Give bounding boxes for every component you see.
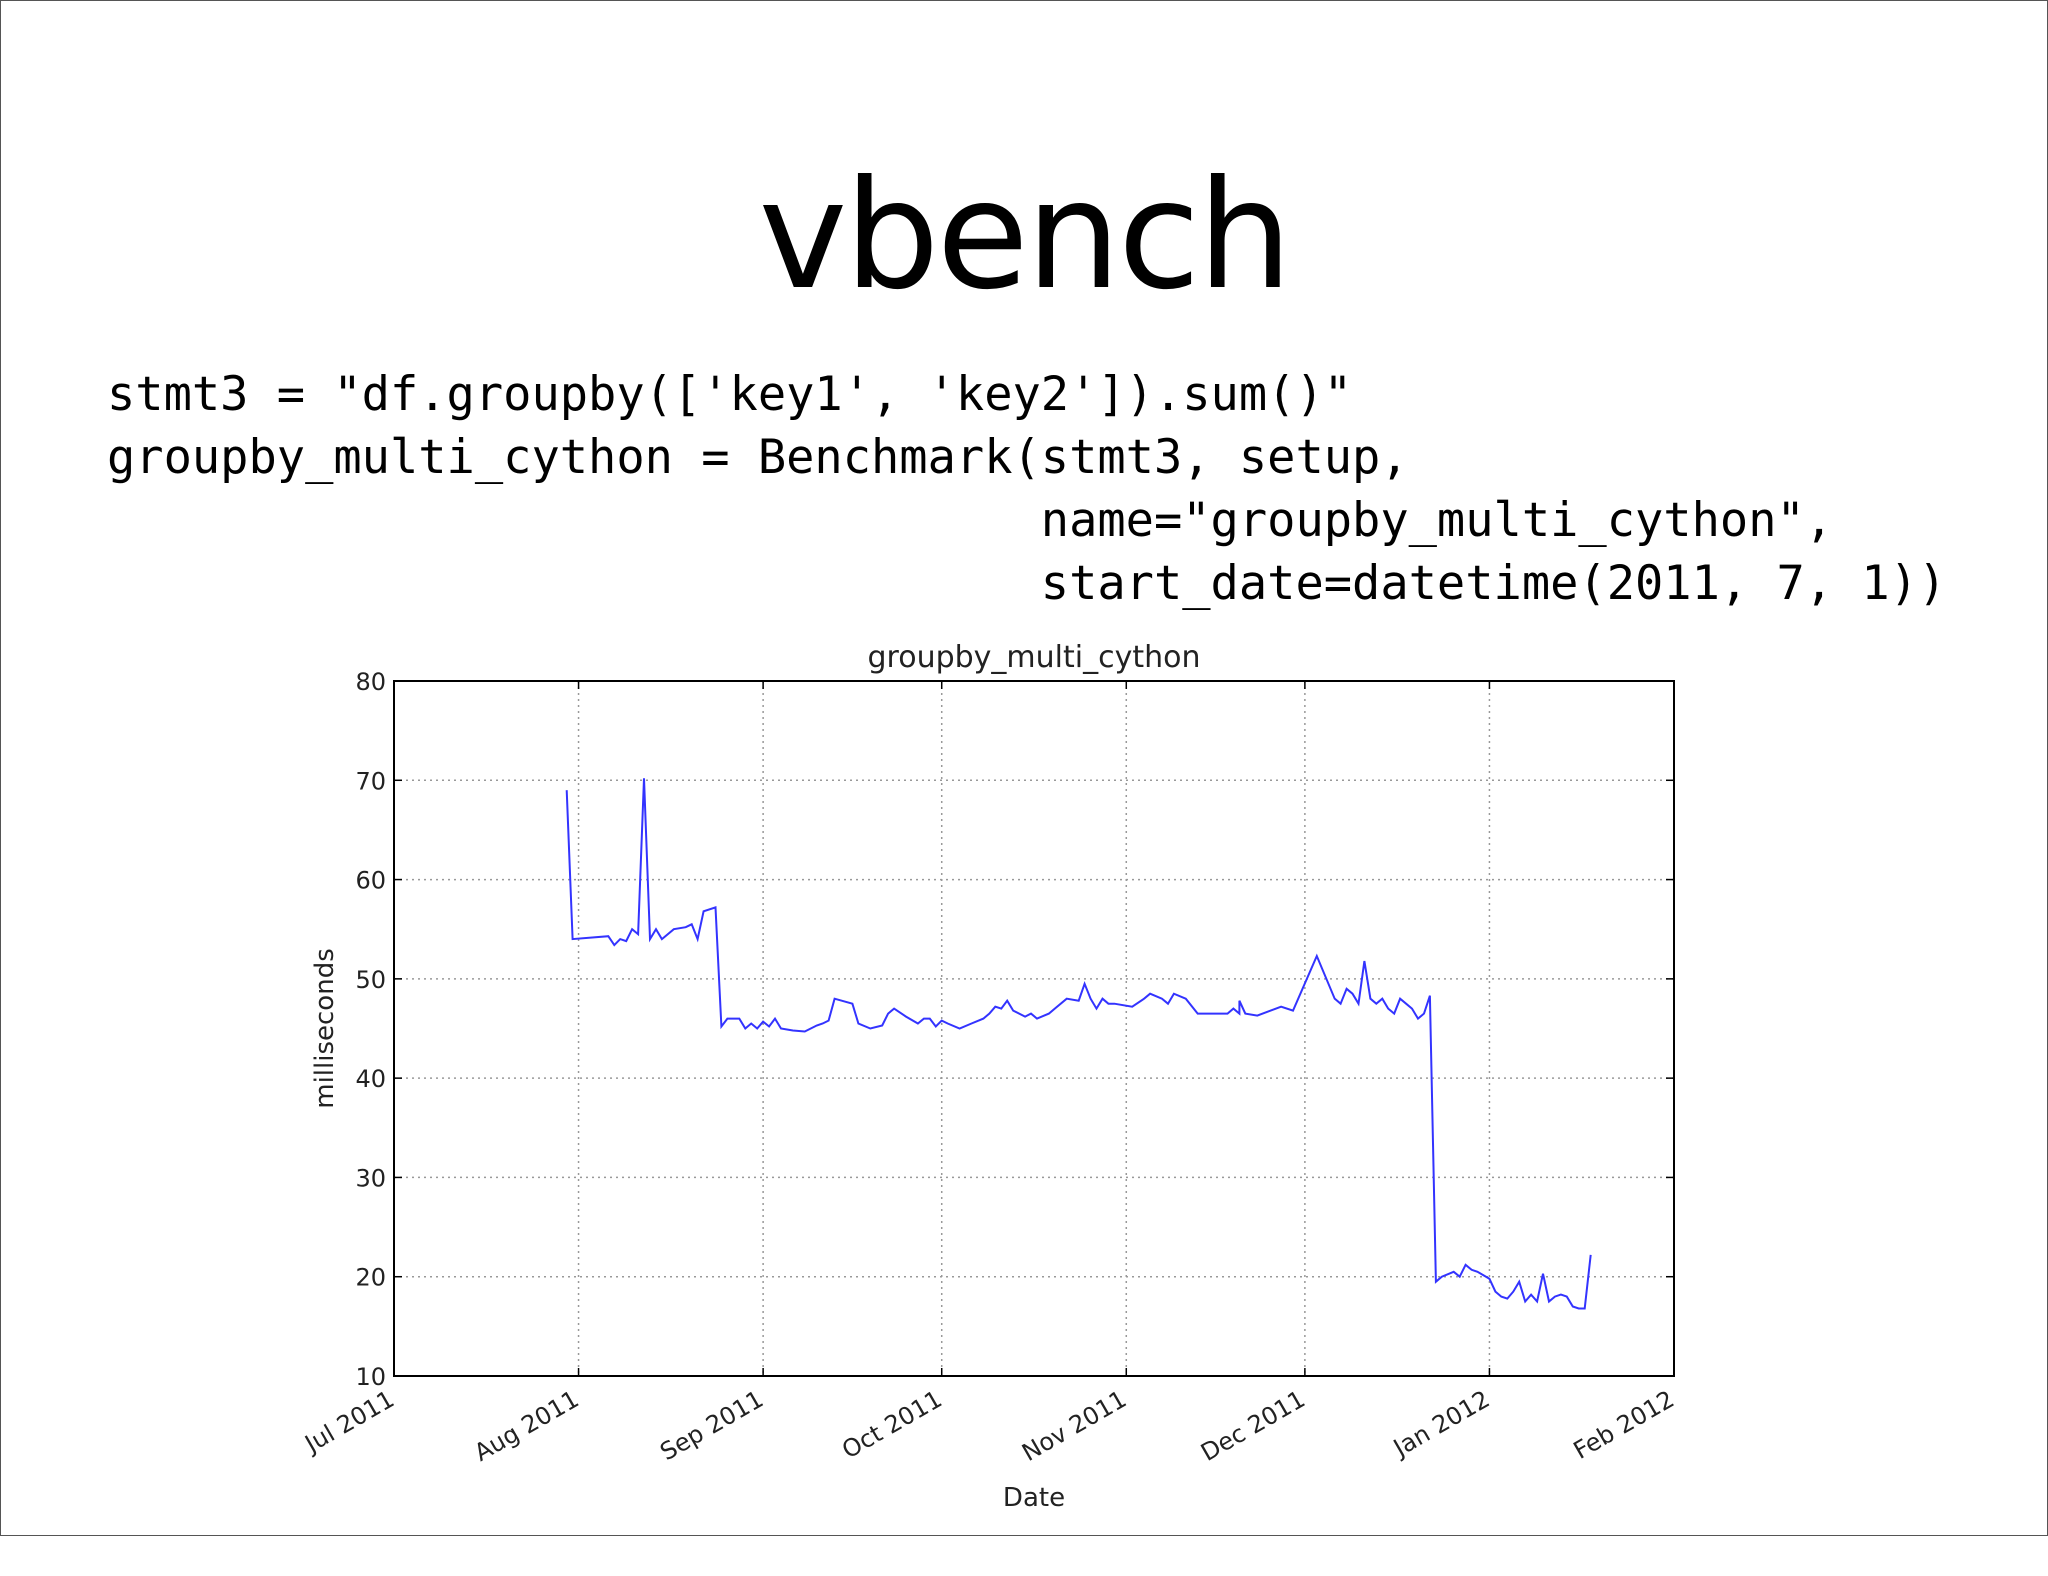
x-tick-label: Nov 2011 bbox=[1017, 1385, 1131, 1467]
series-line bbox=[565, 778, 1592, 1310]
slide: vbench stmt3 = "df.groupby(['key1', 'key… bbox=[0, 0, 2048, 1536]
y-tick-label: 50 bbox=[355, 966, 386, 994]
y-axis: 10 20 30 40 50 60 70 80 bbox=[355, 668, 1674, 1391]
y-axis-label: milliseconds bbox=[310, 948, 340, 1109]
x-axis: Jul 2011 Aug 2011 Sep 2011 Oct 2011 Nov 2011… bbox=[299, 681, 1679, 1467]
line-chart: 10 20 30 40 50 60 70 80 Jul 2011 Aug 2011 Sep 201… bbox=[299, 640, 1679, 1511]
y-tick-label: 70 bbox=[355, 767, 386, 795]
slide-title: vbench bbox=[758, 149, 1293, 323]
x-tick-label: Aug 2011 bbox=[469, 1385, 583, 1467]
y-tick-label: 80 bbox=[355, 668, 386, 696]
x-tick-label: Jan 2012 bbox=[1387, 1385, 1494, 1463]
y-tick-label: 10 bbox=[355, 1363, 386, 1391]
plot-frame bbox=[393, 680, 1675, 1377]
code-line: groupby_multi_cython = Benchmark(stmt3, … bbox=[107, 430, 1409, 485]
code-line: start_date=datetime(2011, 7, 1)) bbox=[107, 556, 1947, 611]
x-axis-label: Date bbox=[1003, 1483, 1065, 1511]
x-tick-label: Oct 2011 bbox=[837, 1385, 946, 1464]
y-tick-label: 20 bbox=[355, 1264, 386, 1292]
x-tick-label: Dec 2011 bbox=[1196, 1385, 1310, 1467]
x-tick-label: Feb 2012 bbox=[1569, 1385, 1679, 1465]
code-line: stmt3 = "df.groupby(['key1', 'key2']).su… bbox=[107, 367, 1353, 422]
x-tick-label: Sep 2011 bbox=[655, 1385, 768, 1466]
x-tick-label: Jul 2011 bbox=[299, 1385, 399, 1459]
chart-title: groupby_multi_cython bbox=[868, 640, 1201, 675]
grid-lines bbox=[393, 680, 1675, 1377]
code-block: stmt3 = "df.groupby(['key1', 'key2']).su… bbox=[107, 363, 1946, 615]
y-tick-label: 30 bbox=[355, 1164, 386, 1192]
code-line: name="groupby_multi_cython", bbox=[107, 493, 1834, 548]
y-tick-label: 60 bbox=[355, 867, 386, 895]
y-tick-label: 40 bbox=[355, 1065, 386, 1093]
